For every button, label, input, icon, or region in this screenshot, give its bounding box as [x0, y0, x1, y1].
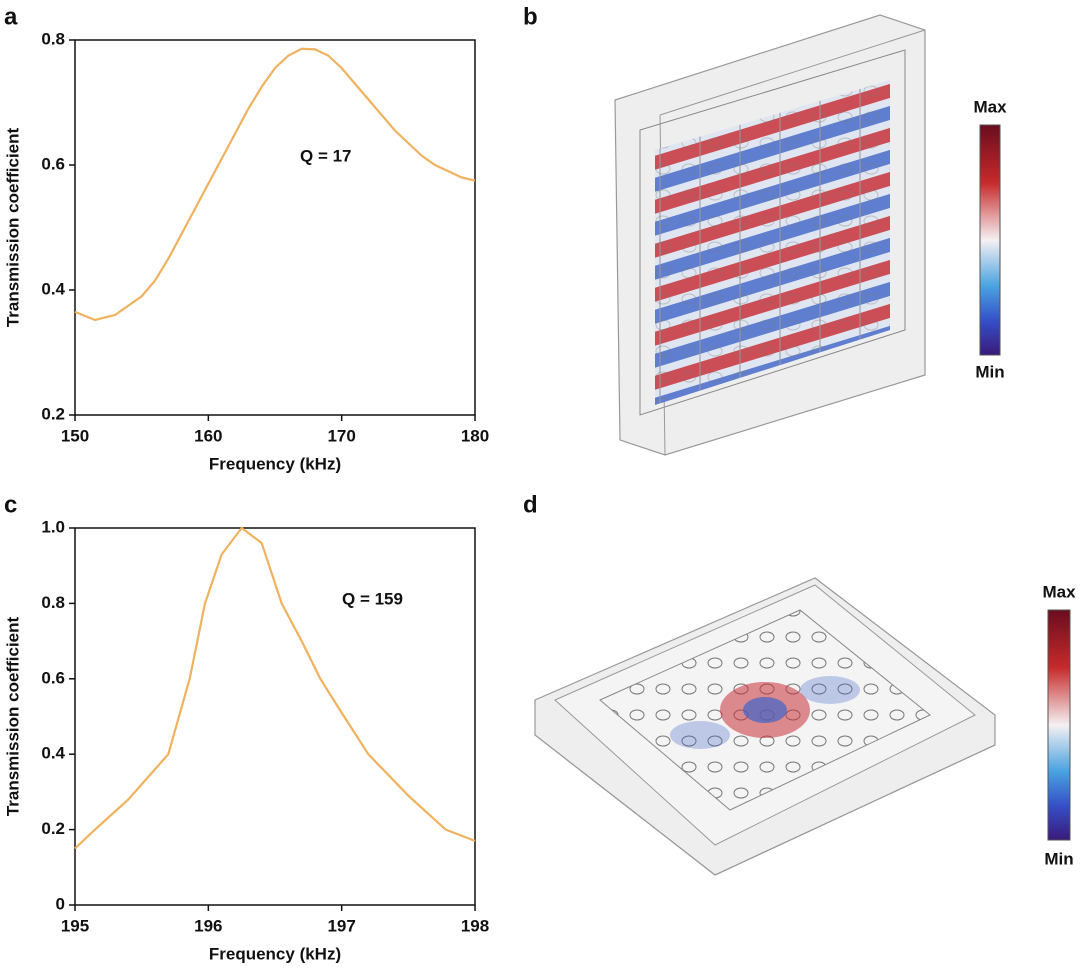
x-axis-label: Frequency (kHz): [209, 944, 341, 963]
panel-label: c: [4, 491, 17, 518]
y-tick-label: 0.8: [41, 593, 65, 612]
x-tick-label: 196: [194, 916, 222, 935]
x-tick-label: 150: [61, 426, 89, 445]
y-tick-label: 1.0: [41, 517, 65, 536]
y-tick-label: 0.8: [41, 29, 65, 48]
y-tick-label: 0.4: [41, 279, 65, 298]
y-tick-label: 0.6: [41, 154, 65, 173]
y-tick-label: 0: [56, 894, 65, 913]
x-tick-label: 198: [461, 916, 489, 935]
panel-label: b: [523, 3, 538, 30]
y-tick-label: 0.6: [41, 668, 65, 687]
y-axis-label: Transmission coefficient: [3, 127, 22, 327]
annotation: Q = 159: [342, 589, 403, 608]
panel-label: a: [4, 3, 18, 30]
x-tick-label: 160: [194, 426, 222, 445]
x-tick-label: 180: [461, 426, 489, 445]
x-tick-label: 195: [61, 916, 89, 935]
simulation-d: [534, 577, 996, 876]
annotation: Q = 17: [300, 146, 352, 165]
x-tick-label: 197: [327, 916, 355, 935]
colorbar-max: Max: [973, 97, 1007, 116]
colorbar-min: Min: [1044, 849, 1073, 868]
plot-frame: [74, 39, 476, 416]
colorbar: [1047, 609, 1071, 841]
colorbar-min: Min: [975, 362, 1004, 381]
colorbar: [979, 124, 1001, 356]
simulation-b: [614, 14, 926, 456]
line: [74, 47, 476, 322]
y-tick-label: 0.2: [41, 819, 65, 838]
x-axis-label: Frequency (kHz): [209, 454, 341, 473]
colorbar-max: Max: [1042, 582, 1076, 601]
y-axis-label: Transmission coefficient: [3, 616, 22, 816]
line: [74, 526, 476, 850]
y-tick-label: 0.2: [41, 404, 65, 423]
x-tick-label: 170: [327, 426, 355, 445]
plot-frame: [74, 527, 476, 906]
y-tick-label: 0.4: [41, 744, 65, 763]
panel-label: d: [523, 491, 538, 518]
